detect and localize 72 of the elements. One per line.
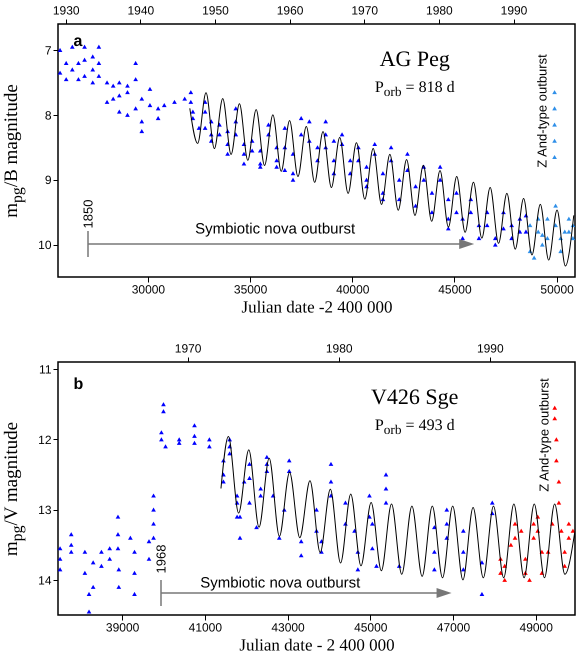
point (552, 138, 557, 143)
point (545, 216, 550, 221)
point (536, 230, 541, 234)
point (545, 236, 550, 240)
point (508, 542, 514, 547)
x2-tick-label: 1980 (426, 4, 454, 18)
x2-tick-label: 1930 (52, 4, 80, 18)
y-tick-label: 13 (38, 503, 52, 518)
x-tick-label: 35000 (234, 282, 268, 296)
point (554, 458, 559, 462)
x-axis-title: Julian date -2 400 000 (241, 298, 393, 316)
y-tick-label: 7 (44, 43, 52, 58)
y-tick-label: 14 (38, 573, 52, 588)
x2-tick-label: 1990 (476, 342, 504, 356)
x-tick-label: 45000 (438, 282, 472, 296)
point (556, 479, 562, 484)
y-tick-label: 10 (38, 238, 52, 252)
point (566, 536, 572, 540)
x2-tick-label: 1990 (500, 4, 528, 18)
x-tick-label: 43000 (271, 620, 306, 634)
point (570, 236, 575, 240)
point (552, 406, 558, 410)
x-tick-label: 50000 (540, 282, 574, 296)
point (552, 106, 557, 110)
point (518, 528, 524, 533)
y-tick-label: 9 (44, 173, 52, 188)
x-tick-label: 45000 (354, 620, 388, 634)
annotation: 1850 (80, 199, 96, 228)
point (532, 256, 536, 260)
y-tick-label: 8 (44, 108, 52, 122)
point (552, 154, 557, 160)
x-tick-label: 49000 (520, 620, 554, 634)
x-tick-label: 47000 (436, 620, 470, 634)
x-tick-label: 39000 (106, 620, 140, 634)
annotation: Symbiotic nova outburst (195, 220, 356, 238)
point (562, 550, 568, 554)
point (540, 242, 545, 247)
point (512, 522, 518, 526)
x2-tick-label: 1970 (351, 4, 378, 18)
x2-tick-label: 1970 (174, 342, 202, 356)
x-tick-label: 30000 (132, 282, 166, 296)
point (562, 230, 568, 234)
text: P$_{orb}$ = 818 d (374, 79, 455, 100)
point (552, 122, 557, 127)
text: P$_{orb}$ = 493 d (374, 417, 455, 438)
annotation: Z And-type outburst (536, 378, 552, 492)
point (566, 216, 572, 221)
x2-tick-label: 1950 (202, 4, 230, 18)
x2-tick-label: 1980 (326, 342, 353, 356)
x2-tick-label: 1940 (127, 4, 154, 18)
x-tick-label: 40000 (336, 282, 370, 296)
y-tick-label: 11 (39, 362, 52, 377)
point (502, 578, 508, 582)
annotation: Symbiotic nova outburst (200, 574, 360, 592)
annotation: 1968 (154, 544, 169, 574)
point (554, 437, 559, 442)
x-tick-label: 41000 (188, 620, 222, 634)
point (566, 522, 572, 526)
annotation: b (74, 376, 84, 393)
point (556, 500, 562, 505)
point (552, 416, 558, 420)
annotation: Z And-type outburst (534, 54, 550, 168)
x-axis-title: Julian date - 2 400 000 (239, 636, 395, 654)
point (566, 230, 572, 234)
text: AG Peg (380, 46, 450, 71)
x2-tick-label: 1960 (276, 4, 304, 18)
point (527, 578, 532, 582)
point (552, 90, 557, 94)
y-tick-label: 12 (38, 432, 52, 447)
point (540, 232, 545, 237)
annotation: a (74, 32, 82, 50)
text: V426 Sge (371, 384, 458, 409)
